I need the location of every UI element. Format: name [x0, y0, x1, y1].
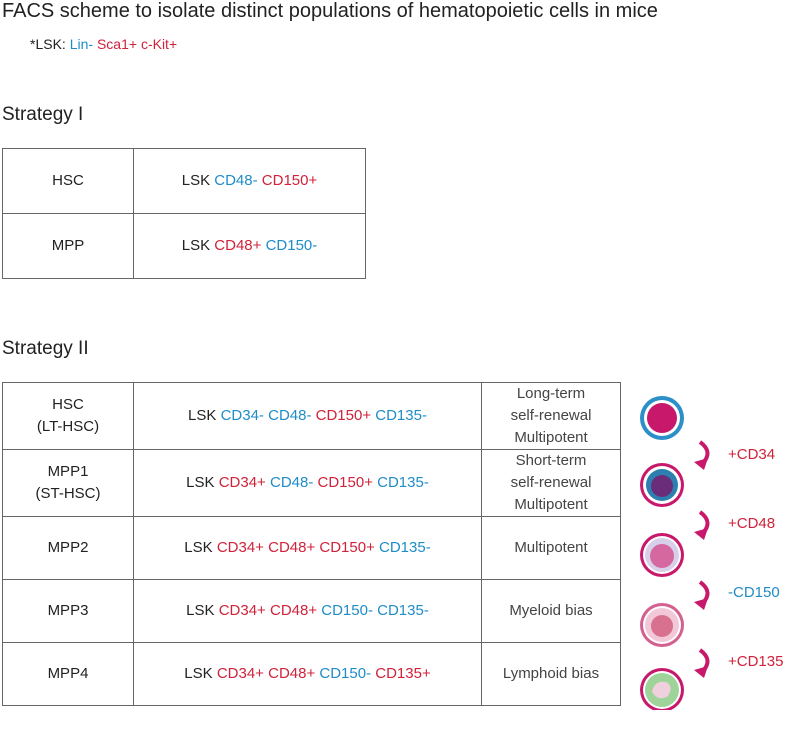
population-cell: HSC (LT-HSC)	[2, 382, 134, 450]
table-row: HSC (LT-HSC) LSK CD34- CD48- CD150+ CD135-…	[2, 382, 621, 450]
marker: CD135-	[377, 474, 429, 491]
population: MPP2	[47, 539, 89, 556]
population: MPP3	[47, 602, 89, 619]
markers-cell: LSK CD34- CD48- CD150+ CD135-	[133, 382, 482, 450]
population-cell: MPP2	[2, 516, 134, 580]
marker: CD135-	[377, 602, 429, 619]
cell-diagram	[640, 396, 710, 710]
transition-label: +CD135	[728, 653, 784, 670]
strategy-heading: Strategy II	[2, 338, 89, 359]
marker: CD34+	[216, 539, 264, 556]
population: MPP1	[47, 463, 89, 480]
marker: CD48+	[268, 539, 316, 556]
description-cell: Long-term self-renewal Multipotent	[481, 382, 621, 450]
markers-cell: LSK CD48+ CD150-	[133, 213, 366, 279]
markers-cell: LSK CD34+ CD48+ CD150+ CD135-	[133, 516, 482, 580]
table-row: MPP1 (ST-HSC) LSK CD34+ CD48- CD150+ CD135…	[2, 449, 621, 517]
marker: CD150+	[261, 172, 318, 189]
marker: CD48-	[269, 474, 314, 491]
marker: Sca1+	[96, 36, 138, 52]
strategy2-table: HSC (LT-HSC) LSK CD34- CD48- CD150+ CD135-…	[2, 382, 621, 706]
marker: CD48-	[268, 407, 312, 424]
description: Long-term	[516, 385, 586, 402]
marker: CD150+	[319, 539, 375, 556]
prefix: LSK	[188, 407, 217, 424]
table-row: MPP4 LSK CD34+ CD48+ CD150- CD135+ Lymphoi…	[2, 642, 621, 706]
marker: CD48+	[268, 665, 316, 682]
marker: CD135-	[375, 407, 427, 424]
population-cell: MPP1 (ST-HSC)	[2, 449, 134, 517]
marker: Lin-	[69, 36, 94, 52]
table-row: MPP LSK CD48+ CD150-	[2, 213, 366, 279]
population-cell: MPP4	[2, 642, 134, 706]
population-cell: MPP3	[2, 579, 134, 643]
marker: CD150-	[265, 237, 318, 254]
prefix: LSK	[184, 665, 213, 682]
population-cell: HSC	[2, 148, 134, 214]
strategy1-table: HSC LSK CD48- CD150+ MPP LSK CD48+ CD150-	[2, 148, 366, 279]
marker: CD48-	[214, 172, 258, 189]
markers-cell: LSK CD34+ CD48+ CD150- CD135-	[133, 579, 482, 643]
description: Multipotent	[514, 429, 588, 446]
description-cell: Lymphoid bias	[481, 642, 621, 706]
cell	[640, 463, 684, 507]
marker: CD135+	[375, 665, 431, 682]
cell	[640, 668, 684, 710]
population: HSC	[52, 172, 84, 189]
markers-cell: LSK CD34+ CD48- CD150+ CD135-	[133, 449, 482, 517]
cell	[640, 533, 684, 577]
population: HSC	[52, 396, 84, 413]
transition-label: -CD150	[728, 584, 780, 601]
description: Multipotent	[514, 496, 588, 513]
population: MPP	[51, 237, 85, 254]
table-row: MPP3 LSK CD34+ CD48+ CD150- CD135- Myeloid…	[2, 579, 621, 643]
population: (ST-HSC)	[35, 485, 101, 502]
marker: CD34+	[218, 602, 266, 619]
description: Lymphoid bias	[502, 665, 600, 682]
prefix: LSK	[181, 172, 211, 189]
marker: CD34-	[220, 407, 264, 424]
description-cell: Myeloid bias	[481, 579, 621, 643]
marker: CD34+	[218, 474, 266, 491]
cell	[640, 603, 684, 647]
cell	[640, 396, 684, 440]
description: self-renewal	[510, 474, 592, 491]
population-cell: MPP	[2, 213, 134, 279]
description-cell: Short-term self-renewal Multipotent	[481, 449, 621, 517]
prefix: LSK	[181, 237, 211, 254]
description: Multipotent	[514, 539, 588, 556]
description-cell: Multipotent	[481, 516, 621, 580]
prefix: LSK	[184, 539, 213, 556]
marker: CD150+	[317, 474, 373, 491]
marker: CD150+	[315, 407, 372, 424]
marker: CD48+	[214, 237, 262, 254]
prefix: LSK	[186, 474, 215, 491]
description: Myeloid bias	[509, 602, 593, 619]
population: MPP4	[47, 665, 89, 682]
marker: c-Kit+	[140, 36, 178, 52]
lsk-note: *LSK: Lin- Sca1+ c-Kit+	[30, 36, 177, 52]
table-row: HSC LSK CD48- CD150+	[2, 148, 366, 214]
marker: CD150-	[319, 665, 372, 682]
marker: CD34+	[216, 665, 264, 682]
population: (LT-HSC)	[36, 418, 100, 435]
arrows	[698, 440, 710, 674]
title: FACS scheme to isolate distinct populati…	[2, 0, 658, 22]
description: Short-term	[515, 452, 587, 469]
description: self-renewal	[510, 407, 592, 424]
marker: CD150-	[321, 602, 373, 619]
markers-cell: LSK CD48- CD150+	[133, 148, 366, 214]
table-row: MPP2 LSK CD34+ CD48+ CD150+ CD135- Multipo…	[2, 516, 621, 580]
marker: CD48+	[269, 602, 318, 619]
transition-label: +CD34	[728, 446, 776, 463]
strategy-heading: Strategy I	[2, 104, 84, 125]
markers-cell: LSK CD34+ CD48+ CD150- CD135+	[133, 642, 482, 706]
arrowheads	[694, 458, 708, 678]
prefix: LSK	[186, 602, 215, 619]
marker: CD135-	[379, 539, 431, 556]
transition-label: +CD48	[728, 515, 776, 532]
note-label: *LSK:	[30, 36, 66, 52]
